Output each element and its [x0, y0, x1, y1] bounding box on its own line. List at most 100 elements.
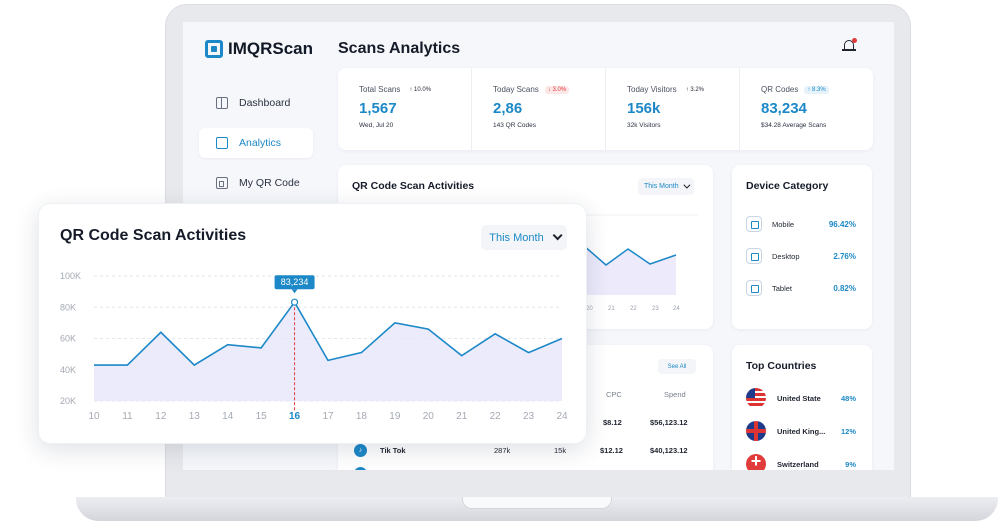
stat-sub: $34.28 Average Scans — [761, 122, 827, 129]
stat-value: 2,86 — [493, 100, 523, 117]
area-fill — [583, 245, 676, 295]
tick-label: 21 — [608, 306, 615, 312]
column-header-spend: Spend — [664, 390, 686, 399]
period-dropdown[interactable]: This Month — [481, 225, 567, 250]
uk-flag-icon — [746, 421, 766, 441]
cell-clicks: 287k — [494, 446, 511, 455]
device-pct: 0.82% — [833, 283, 856, 293]
sidebar-item-label: Analytics — [239, 137, 282, 149]
stat-delta: ↑ 10.0% — [409, 86, 432, 93]
country-name: United King... — [777, 426, 826, 436]
device-label: Mobile — [772, 219, 795, 229]
stat-delta: ↑ 3.2% — [685, 86, 704, 93]
tooltip-box — [274, 275, 315, 290]
x-tick-label: 13 — [189, 411, 201, 422]
stat-delta: ↑ 8.3% — [804, 85, 829, 94]
see-all-button[interactable]: See All — [658, 359, 696, 374]
stat-value: 156k — [627, 100, 661, 117]
device-pct: 96.42% — [828, 219, 856, 229]
x-tick-label: 22 — [490, 411, 502, 422]
stat-sub: 32k Visitors — [627, 122, 661, 129]
x-tick-label: 14 — [222, 411, 234, 422]
x-tick-label: 12 — [155, 411, 167, 422]
swiss-flag-icon — [746, 454, 766, 470]
sidebar-nav: Dashboard Analytics My QR Code — [199, 88, 313, 208]
stat-sub: Wed, Jul 20 — [359, 122, 394, 129]
device-row-tablet: Tablet 0.82% — [746, 279, 856, 297]
card-title: QR Code Scan Activities — [352, 180, 475, 192]
country-row: United State 48% — [746, 388, 856, 408]
bell-base — [842, 49, 856, 51]
notification-dot — [852, 38, 857, 43]
y-tick-label: 20K — [60, 396, 76, 406]
stat-label: Today Visitors — [627, 85, 677, 94]
x-tick-label: 24 — [556, 411, 568, 422]
bell-body — [844, 40, 854, 50]
tiktok-icon: ♪ — [354, 444, 367, 457]
tablet-icon — [746, 280, 762, 296]
tick-label: 23 — [652, 306, 659, 312]
y-tick-label: 60K — [60, 334, 76, 344]
y-tick-label: 80K — [60, 302, 76, 312]
x-tick-label: 21 — [456, 411, 468, 422]
stat-label: Total Scans — [359, 85, 401, 94]
x-tick-label: 15 — [256, 411, 268, 422]
device-category-card: Device Category Mobile 96.42% Desktop 2.76… — [732, 165, 872, 329]
qr-code-icon — [216, 177, 228, 189]
stat-total-scans: Total Scans ↑ 10.0% 1,567 Wed, Jul 20 — [338, 68, 472, 150]
country-pct: 9% — [845, 459, 856, 469]
dashboard-icon — [216, 97, 228, 109]
country-row: United King... 12% — [746, 421, 856, 441]
area-fill — [94, 302, 562, 401]
logo-text: IMQRScan — [228, 39, 314, 58]
cell-cpc: $12.12 — [600, 446, 623, 455]
stat-delta: ↓ 3.0% — [544, 85, 570, 94]
cell-cpc: $8.12 — [603, 418, 622, 427]
page-title: Scans Analytics — [338, 40, 461, 57]
column-header-cpc: CPC — [606, 390, 622, 399]
cell-name: Tik Tok — [380, 446, 406, 455]
device-label: Desktop — [772, 251, 800, 261]
period-value: This Month — [489, 231, 544, 244]
stat-today-scans: Today Scans ↓ 3.0% 2,86 143 QR Codes — [472, 68, 606, 150]
sidebar-item-dashboard[interactable]: Dashboard — [199, 88, 313, 118]
x-tick-label: 10 — [88, 411, 100, 422]
x-tick-label: 16 — [289, 411, 301, 422]
period-value: This Month — [644, 183, 679, 190]
tooltip-pointer — [291, 289, 298, 294]
bell-icon[interactable] — [842, 38, 857, 54]
sidebar-item-analytics[interactable]: Analytics — [199, 128, 313, 158]
country-name: United State — [777, 393, 821, 403]
app-logo[interactable]: IMQRScan — [205, 39, 313, 59]
stat-label: QR Codes — [761, 85, 799, 94]
source-icon — [354, 467, 367, 470]
card-title: Device Category — [746, 180, 829, 192]
stat-value: 1,567 — [359, 100, 397, 117]
x-tick-label: 19 — [389, 411, 401, 422]
tick-label: 20 — [586, 306, 593, 312]
series-line — [582, 244, 677, 266]
country-name: Switzerland — [777, 459, 819, 469]
tick-label: 22 — [630, 306, 637, 312]
sidebar-item-label: Dashboard — [239, 97, 291, 109]
logo-icon — [205, 40, 223, 58]
cell-spend: $40,123.12 — [650, 446, 688, 455]
card-title: Top Countries — [746, 360, 817, 372]
scan-activities-chart: 100K 80K 60K 40K 20K 83,234 10 11 12 13 14 15 16 17 18… — [60, 271, 568, 422]
tick-label: 24 — [673, 306, 680, 312]
cell-spend: $56,123.12 — [650, 418, 688, 427]
analytics-icon — [216, 137, 228, 149]
x-tick-label: 20 — [423, 411, 435, 422]
country-pct: 12% — [840, 426, 856, 436]
y-tick-label: 100K — [60, 271, 81, 281]
y-tick-label: 40K — [60, 365, 76, 375]
sidebar-item-my-qr-code[interactable]: My QR Code — [199, 168, 313, 198]
top-countries-card: Top Countries United State 48% United Kin… — [732, 345, 872, 470]
x-tick-label: 11 — [122, 411, 133, 422]
popup-title: QR Code Scan Activities — [60, 227, 247, 244]
stat-qr-codes: QR Codes ↑ 8.3% 83,234 $34.28 Average Sca… — [740, 68, 873, 150]
tooltip-label: 83,234 — [281, 277, 309, 287]
laptop-notch — [462, 497, 612, 509]
period-select[interactable]: This Month — [638, 178, 694, 195]
